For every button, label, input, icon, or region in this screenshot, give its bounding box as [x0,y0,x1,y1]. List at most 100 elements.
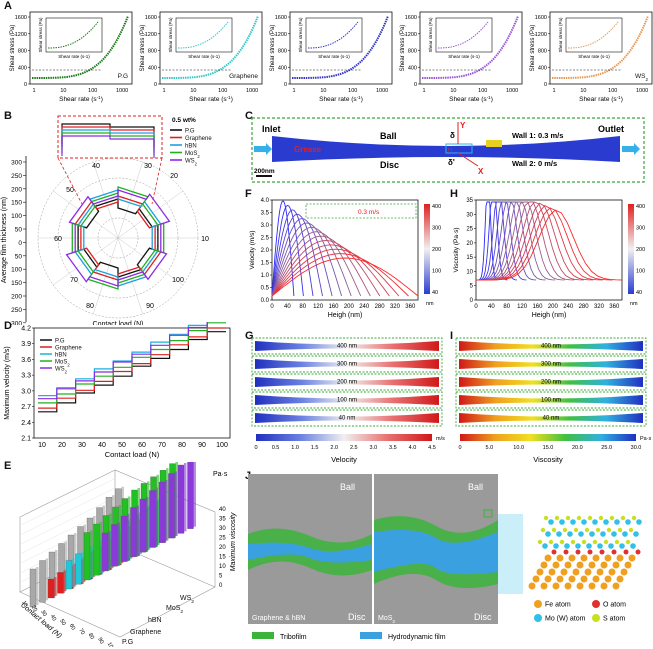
fe-atom [616,554,624,562]
x-axis-label: Shear rate (s-1) [319,95,363,104]
legend-label: Graphene [185,136,212,142]
outlet-arrow [622,143,640,155]
s-atom [603,539,609,545]
fe-atom [588,561,596,569]
fe-atom [548,568,556,576]
atom-legend-label: O atom [603,602,626,609]
x-tick-label: 280 [579,304,590,310]
x-tick-label: 1000 [116,88,128,94]
panel-g-contours: 400 nm 300 nm 200 nm 100 nm 40 nm 0 0.5 1.0 1.5 2… [251,337,445,464]
profile-curve [476,209,623,281]
s-atom [584,527,590,533]
y-tick-label: 4.2 [21,326,31,333]
y-tick-label: 3.3 [21,373,31,380]
inset-frame [305,203,417,219]
gridline [19,497,116,545]
band-label: 400 nm [541,344,561,350]
colorbar-tick: 4.5 [428,445,436,451]
stress-curve [552,15,649,79]
s-atom [592,539,598,545]
panel-b-chart: 300 250 200 150 100 50 0 50 100 150 200 250 300 Avera… [1,115,212,325]
x-axis-label: Shear rate (s-1) [59,95,103,104]
x-tick-label: 40 [98,442,106,449]
x-tick-label: 50 [118,442,126,449]
field-band [255,413,439,423]
viscosity-bar-side [99,522,102,574]
y-tick-label: 50 [15,253,23,260]
z-tick-label: 10 [219,564,226,570]
o-atom [623,549,629,555]
y-tick-label: 1600 [15,15,27,21]
fe-atom [552,582,560,590]
inset-frame [565,17,623,53]
fe-atom [592,554,600,562]
fe-atom [540,561,548,569]
axis-frame [549,11,653,85]
fe-atom [584,568,592,576]
colorbar-tick: 20.0 [572,445,583,451]
colorbar [256,434,432,441]
y-tick-label: 0 [154,82,157,88]
mo-atom [570,519,576,525]
panel-label-h: H [450,188,458,200]
x-tick-label: 70 [77,628,85,636]
colorbar-tick: 100 [636,269,645,275]
x-tick-label: 320 [390,304,401,310]
y-tick-label: 30 [466,212,473,218]
y-tick-label: 1200 [145,32,157,38]
probe-box [445,143,473,154]
band-label: 300 nm [541,362,561,368]
x-tick-label: 280 [375,304,386,310]
fe-atom [572,568,580,576]
caption-right: MoS2 [378,615,395,625]
tribofilm-legend: Tribofilm [280,634,307,641]
legend-label: Graphene [55,345,82,351]
fe-atom [592,575,600,583]
inlet-label: Inlet [262,124,281,134]
fe-atom [580,575,588,583]
zoom-series [61,135,155,158]
fe-atom [596,568,604,576]
colorbar-tick: 2.0 [330,445,338,451]
x-axis-label: Shear rate (s-1) [189,95,233,104]
y-tick-label: 800 [148,49,157,55]
s-atom [548,539,554,545]
field-band [255,359,439,369]
y-tick-label: 400 [18,65,27,71]
atom-legend-swatch [592,600,600,608]
profile-curve [271,226,352,297]
x-tick-label: 200 [344,304,355,310]
y-tick-label: 200 [11,186,22,193]
y-tick-label: 50 [15,227,23,234]
fe-atom [532,575,540,583]
x-tick-label: 40 [284,304,291,310]
o-atom [587,549,593,555]
disc-label-left: Disc [348,612,366,622]
viscosity-bar-side [45,558,48,601]
x-tick-label: 100 [216,442,228,449]
z-tick-label: 0 [219,583,223,589]
x-tick-label: 240 [563,304,574,310]
x-tick-label: 90 [96,637,104,645]
inset-x-label: Shear rate (s-1) [578,54,610,59]
y-tick-label: 250 [11,173,22,180]
viscosity-bar-side [136,505,139,555]
s-atom [543,515,549,521]
x-axis-label: Contact load (N) [19,602,63,640]
profile-curve [271,204,304,297]
zoom-marker [483,509,493,518]
inset-curve [48,21,99,49]
mo-atom [578,531,584,537]
inset-curve [308,21,359,49]
colorbar-tick: 400 [636,204,645,210]
s-atom [628,527,634,533]
colorbar-tick: 40 [636,290,642,296]
y-axis-label: Shear stress (Pa) [10,25,16,72]
x-tick-label: 100 [88,88,97,94]
x-axis-arrow [457,152,479,167]
fe-atom [612,561,620,569]
inset-frame [45,17,103,53]
fe-atom [580,554,588,562]
y-tick-label: 15 [466,255,473,261]
y-axis-label: Maximum velocity (m/s) [4,346,11,420]
